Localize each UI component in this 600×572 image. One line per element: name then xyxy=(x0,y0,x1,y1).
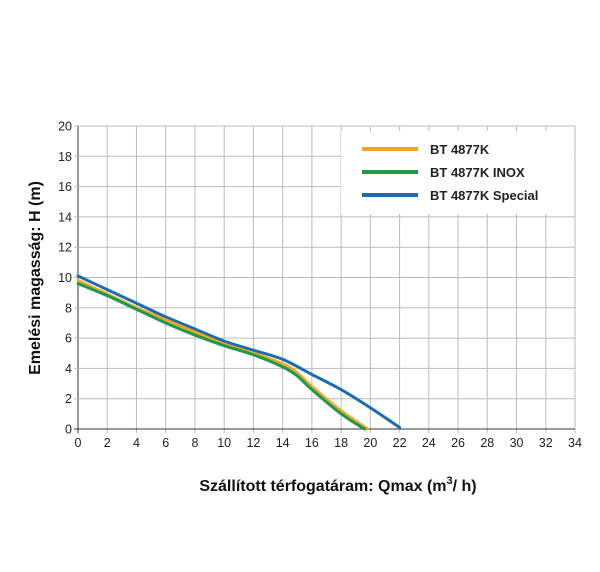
y-tick-label: 4 xyxy=(65,362,72,376)
x-tick-label: 10 xyxy=(217,436,231,450)
y-tick-label: 8 xyxy=(65,301,72,315)
legend-label: BT 4877K Special xyxy=(430,188,538,203)
y-tick-label: 2 xyxy=(65,392,72,406)
x-tick-label: 24 xyxy=(422,436,436,450)
x-tick-label: 4 xyxy=(133,436,140,450)
legend-label: BT 4877K xyxy=(430,142,490,157)
x-axis-label: Szállított térfogatáram: Qmax (m3/ h) xyxy=(199,475,476,495)
x-tick-label: 30 xyxy=(510,436,524,450)
y-axis-label: Emelési magasság: H (m) xyxy=(27,181,44,375)
x-tick-label: 6 xyxy=(162,436,169,450)
tick-labels: 0 2 4 6 8 10 12 14 16 18 20 22 24 26 28 30 32 34024681012… xyxy=(58,120,582,451)
series-line-2 xyxy=(76,274,402,429)
y-tick-label: 16 xyxy=(58,180,72,194)
y-tick-label: 14 xyxy=(58,210,72,224)
x-tick-label: 12 xyxy=(246,436,260,450)
x-tick-label: 26 xyxy=(451,436,465,450)
legend: BT 4877K BT 4877K INOX BT 4877K Special xyxy=(362,142,538,203)
x-tick-label: 20 xyxy=(363,436,377,450)
series-line-1 xyxy=(76,282,367,431)
x-tick-label: 0 xyxy=(75,436,82,450)
x-tick-label: 22 xyxy=(393,436,407,450)
x-tick-label: 8 xyxy=(191,436,198,450)
y-tick-label: 18 xyxy=(58,150,72,164)
series-lines xyxy=(76,274,402,431)
x-tick-label: 18 xyxy=(334,436,348,450)
x-tick-label: 16 xyxy=(305,436,319,450)
x-tick-label: 14 xyxy=(276,436,290,450)
legend-label: BT 4877K INOX xyxy=(430,165,525,180)
y-tick-label: 20 xyxy=(58,120,72,134)
x-tick-label: 32 xyxy=(539,436,553,450)
y-tick-label: 12 xyxy=(58,241,72,255)
x-tick-label: 34 xyxy=(568,436,582,450)
y-tick-label: 10 xyxy=(58,271,72,285)
x-tick-label: 2 xyxy=(104,436,111,450)
y-tick-label: 0 xyxy=(65,423,72,437)
x-tick-label: 28 xyxy=(480,436,494,450)
y-tick-label: 6 xyxy=(65,332,72,346)
